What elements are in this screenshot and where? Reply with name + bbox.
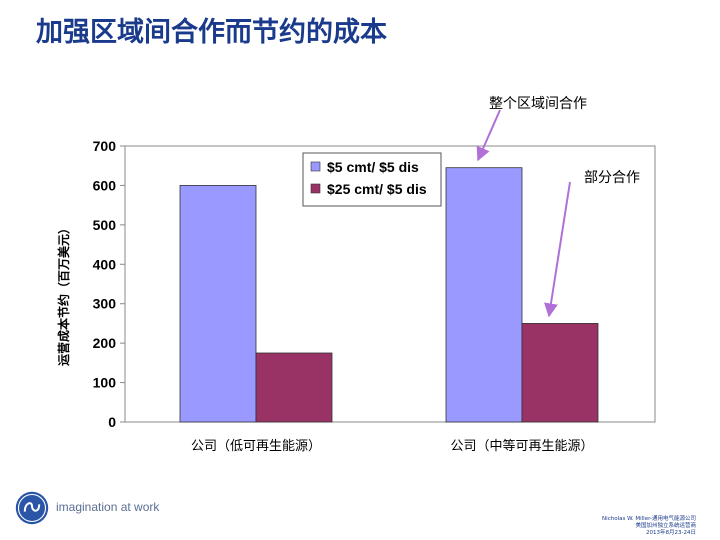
bar-1-1 xyxy=(521,323,599,423)
x-category-label-0: 公司（低可再生能源） xyxy=(191,439,321,454)
legend-box xyxy=(302,152,442,207)
footer-line-2: 美国加州独立系统运营商 xyxy=(635,523,696,529)
legend-swatch-0 xyxy=(310,161,321,172)
annotation-text-1: 部分合作 xyxy=(584,170,640,186)
annotation-arrow-1 xyxy=(544,181,571,318)
brand-tagline: imagination at work xyxy=(56,500,160,514)
bar-1-0 xyxy=(445,167,523,423)
y-tick-label-0: 0 xyxy=(108,414,116,430)
footer-note: Nicholas W. Miller-通用电气能源公司 美国加州独立系统运营商 … xyxy=(546,516,696,537)
y-tick-label-4: 400 xyxy=(93,256,117,272)
y-tick-label-6: 600 xyxy=(93,177,117,193)
bar-0-0 xyxy=(179,185,257,423)
slide-title: 加强区域间合作而节约的成本 xyxy=(36,17,387,48)
y-tick-label-2: 200 xyxy=(93,335,117,351)
legend-swatch-1 xyxy=(310,183,321,194)
y-axis-label: 运营成本节约（百万美元） xyxy=(56,222,71,366)
y-tick-label-3: 300 xyxy=(93,296,117,312)
x-category-label-1: 公司（中等可再生能源） xyxy=(450,438,593,454)
annotation-text-0: 整个区域间合作 xyxy=(489,96,587,112)
annotation-arrow-0 xyxy=(476,109,501,162)
footer-line-1: Nicholas W. Miller-通用电气能源公司 xyxy=(602,516,696,522)
footer-line-3: 2013年8月23-24日 xyxy=(646,530,696,536)
ge-logo-icon xyxy=(15,491,49,525)
y-tick-label-1: 100 xyxy=(93,375,117,391)
bar-0-1 xyxy=(255,352,333,423)
legend-label-0: $5 cmt/ $5 dis xyxy=(327,159,419,175)
legend-label-1: $25 cmt/ $5 dis xyxy=(327,181,427,197)
y-tick-label-5: 500 xyxy=(93,217,117,233)
y-tick-label-7: 700 xyxy=(93,138,117,154)
